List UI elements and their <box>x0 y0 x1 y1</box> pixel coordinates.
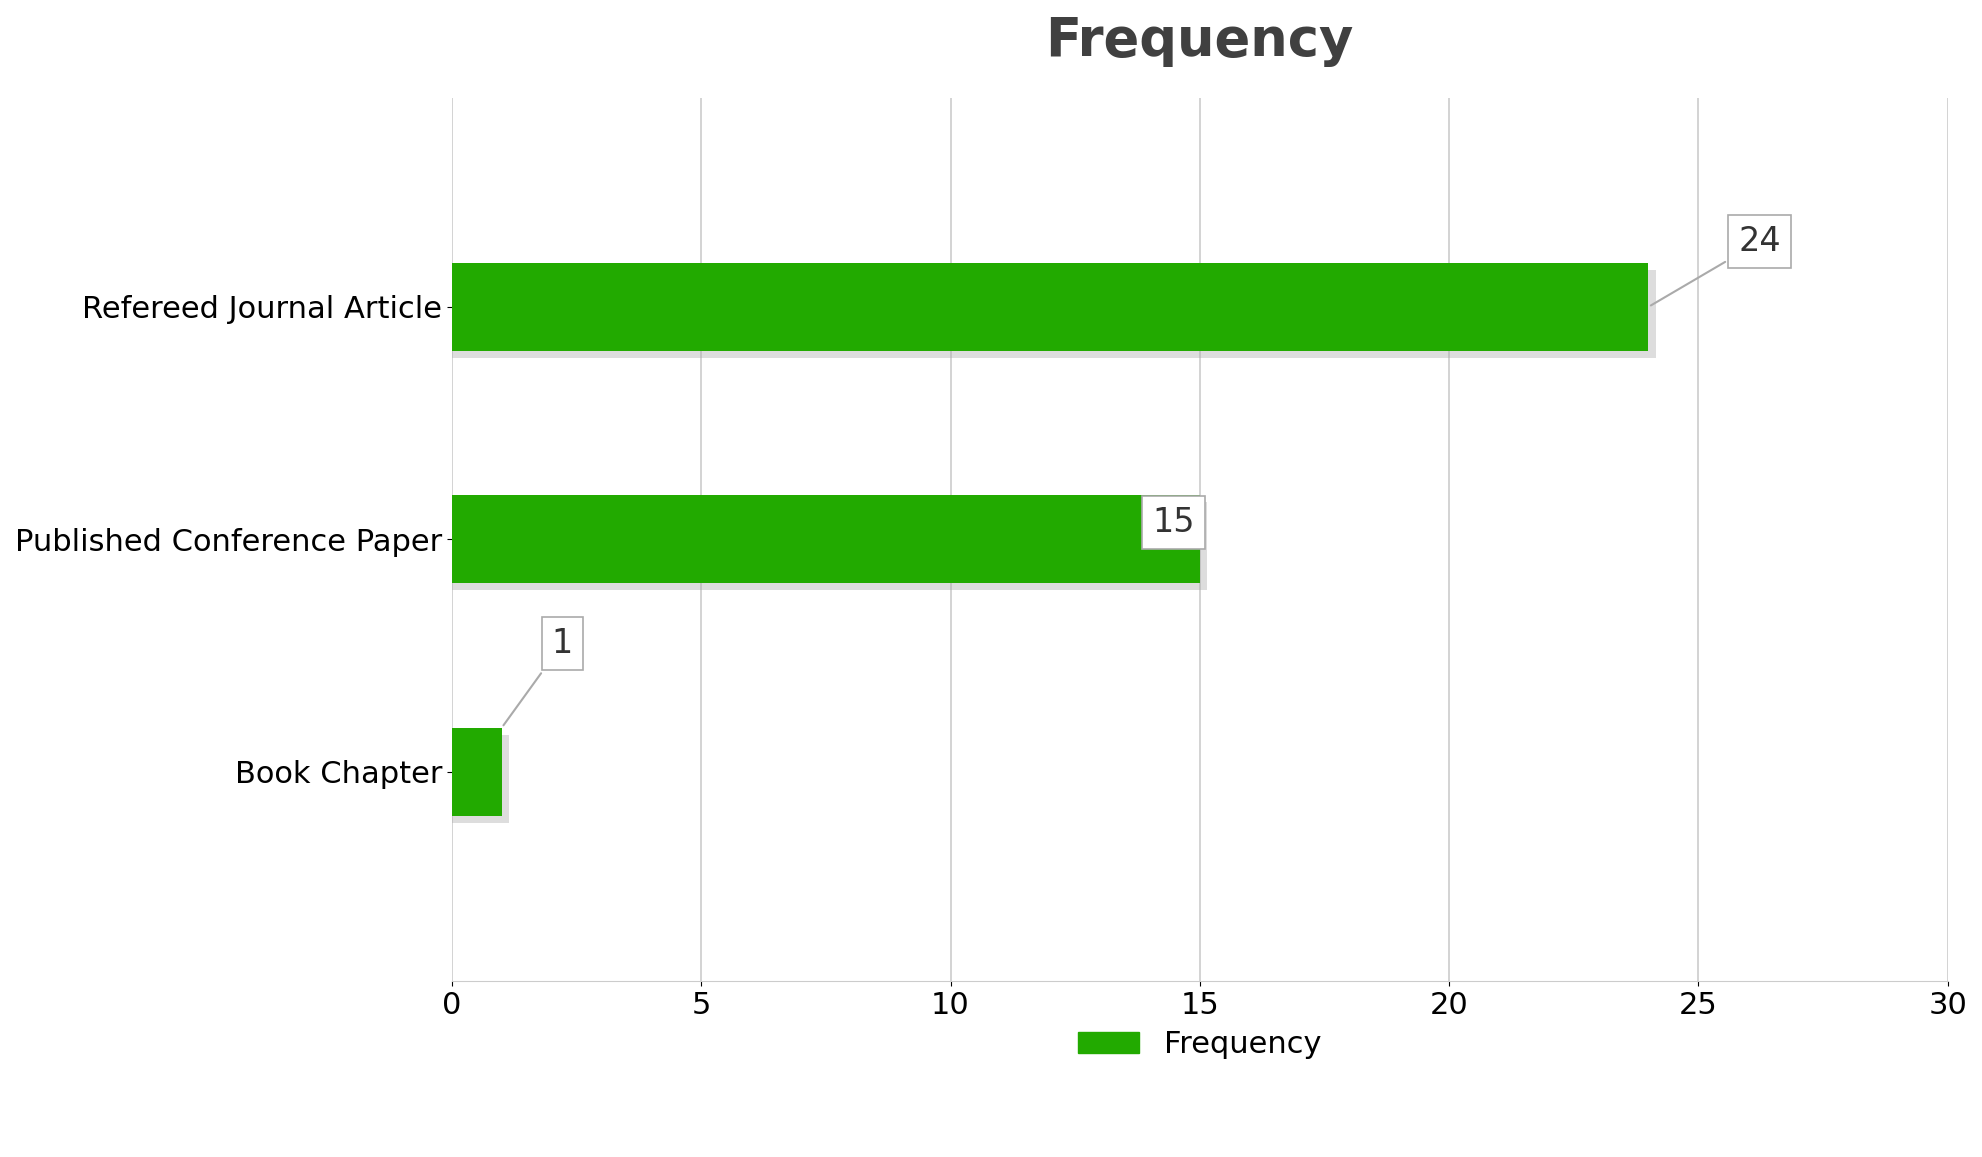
Bar <box>452 735 509 823</box>
Text: 24: 24 <box>1651 226 1780 305</box>
Legend: Frequency: Frequency <box>1066 1018 1334 1071</box>
Text: 15: 15 <box>1152 507 1195 539</box>
Bar <box>452 270 1655 358</box>
Text: 1: 1 <box>503 627 573 725</box>
Bar <box>452 728 501 816</box>
Bar <box>452 495 1199 583</box>
Bar <box>452 502 1207 590</box>
Title: Frequency: Frequency <box>1046 15 1354 67</box>
Bar <box>452 263 1649 351</box>
